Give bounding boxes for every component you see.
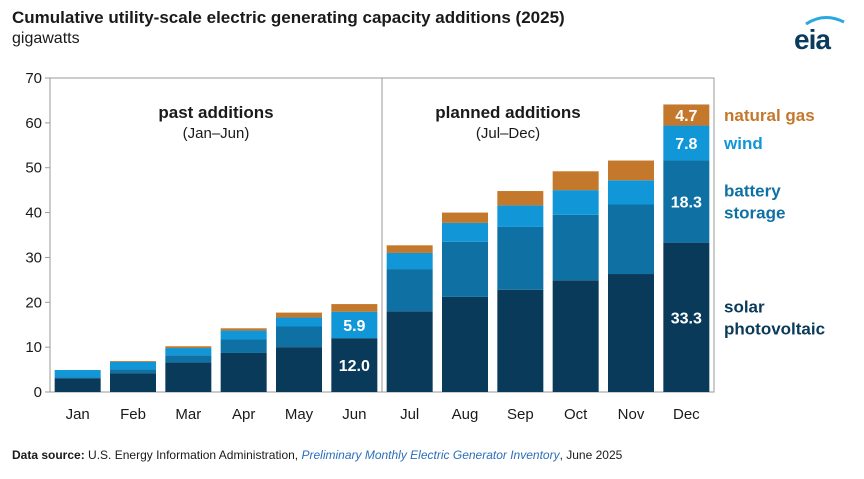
x-tick-label: Nov xyxy=(618,406,645,423)
bar-segment-wind-mar xyxy=(165,348,212,356)
bar-segment-wind-feb xyxy=(110,361,156,370)
legend-label-solar: photovoltaic xyxy=(724,319,825,338)
bar-segment-gas-mar xyxy=(165,346,212,349)
bar-segment-solar-jan xyxy=(54,378,101,392)
eia-logo: eia xyxy=(794,14,846,55)
y-tick-label: 60 xyxy=(25,115,42,132)
bar-segment-wind-jun xyxy=(331,311,378,339)
bar-segment-gas-aug xyxy=(442,212,488,223)
bar-segment-wind-jan xyxy=(54,370,101,378)
y-tick-label: 40 xyxy=(25,205,42,222)
logo-text: eia xyxy=(794,24,831,55)
y-tick-label: 10 xyxy=(25,339,42,356)
bar-segment-solar-oct xyxy=(552,280,599,392)
bar-segment-solar-aug xyxy=(442,296,488,392)
bar-segment-gas-sep xyxy=(497,191,544,206)
legend-label-wind: wind xyxy=(723,134,763,153)
x-tick-label: Jun xyxy=(342,406,366,423)
bar-segment-solar-sep xyxy=(497,289,544,392)
bar-segment-gas-may xyxy=(276,312,322,318)
annotation-title: past additions xyxy=(158,103,273,122)
legend-label-battery: storage xyxy=(724,204,785,223)
legend-label-gas: natural gas xyxy=(724,106,815,125)
bar-segment-battery-jul xyxy=(386,269,433,312)
x-tick-label: Sep xyxy=(507,406,534,423)
bar-segment-solar-nov xyxy=(608,274,654,392)
x-tick-label: May xyxy=(285,406,314,423)
bar-segment-gas-jun xyxy=(331,304,378,312)
y-tick-label: 30 xyxy=(25,249,42,266)
bar-segment-battery-oct xyxy=(552,214,599,281)
data-source: Data source: U.S. Energy Information Adm… xyxy=(12,448,622,462)
x-tick-label: Mar xyxy=(175,406,201,423)
bar-segment-wind-may xyxy=(276,317,322,327)
bar-segment-gas-apr xyxy=(220,328,267,331)
y-tick-label: 50 xyxy=(25,160,42,177)
bar-segment-solar-jul xyxy=(386,311,433,392)
bar-segment-battery-nov xyxy=(608,204,654,275)
bar-segment-solar-feb xyxy=(110,373,156,392)
bar-value-label: 5.9 xyxy=(343,318,365,335)
annotation-subtitle: (Jul–Dec) xyxy=(476,125,540,142)
annotation-subtitle: (Jan–Jun) xyxy=(183,125,250,142)
x-tick-label: Dec xyxy=(673,406,700,423)
bar-segment-wind-sep xyxy=(497,205,544,227)
source-label: Data source: xyxy=(12,448,85,462)
legend-label-solar: solar xyxy=(724,297,765,316)
bar-segment-wind-jul xyxy=(386,252,433,270)
bar-segment-solar-mar xyxy=(165,362,212,392)
x-tick-label: Apr xyxy=(232,406,255,423)
bar-value-label: 4.7 xyxy=(675,108,697,125)
bar-segment-battery-mar xyxy=(165,355,212,363)
y-tick-label: 0 xyxy=(34,384,42,401)
bar-value-label: 7.8 xyxy=(675,136,697,153)
chart-subtitle: gigawatts xyxy=(12,30,80,47)
bar-segment-gas-dec xyxy=(663,104,710,126)
y-tick-label: 70 xyxy=(25,70,42,87)
source-text-1: U.S. Energy Information Administration, xyxy=(88,448,299,462)
bar-segment-wind-aug xyxy=(442,222,488,242)
bar-segment-gas-feb xyxy=(110,361,156,362)
bar-value-label: 18.3 xyxy=(671,195,702,212)
stacked-bar-chart: 0 10 20 30 40 50 60 70 Jan Feb Mar Apr May Jun Jul Aug S… xyxy=(25,70,825,423)
bar-segment-solar-may xyxy=(276,347,322,392)
bar-segment-gas-jul xyxy=(386,245,433,253)
bar-value-label: 33.3 xyxy=(671,310,702,327)
bar-segment-battery-aug xyxy=(442,241,488,297)
x-tick-label: Oct xyxy=(564,406,588,423)
y-tick-label: 20 xyxy=(25,294,42,311)
bar-segment-solar-apr xyxy=(220,352,267,392)
bar-segment-battery-may xyxy=(276,326,322,348)
bar-segment-wind-nov xyxy=(608,180,654,205)
x-tick-label: Aug xyxy=(452,406,479,423)
bar-segment-solar-jun xyxy=(331,338,378,392)
bar-value-label: 12.0 xyxy=(339,358,370,375)
logo-swoosh-icon xyxy=(805,16,845,26)
x-tick-label: Feb xyxy=(120,406,146,423)
legend-label-battery: battery xyxy=(724,182,781,201)
source-link[interactable]: Preliminary Monthly Electric Generator I… xyxy=(301,448,560,462)
bar-segment-gas-oct xyxy=(552,171,599,191)
bar-segment-wind-apr xyxy=(220,330,267,340)
chart-title: Cumulative utility-scale electric genera… xyxy=(12,8,565,27)
bar-segment-battery-dec xyxy=(663,160,710,243)
bar-segment-battery-sep xyxy=(497,226,544,290)
bar-segment-battery-apr xyxy=(220,339,267,353)
bar-segment-wind-dec xyxy=(663,125,710,161)
annotation-title: planned additions xyxy=(435,103,580,122)
bar-segment-battery-feb xyxy=(110,369,156,374)
x-tick-label: Jan xyxy=(66,406,90,423)
source-text-2: , June 2025 xyxy=(559,448,623,462)
bar-segment-wind-oct xyxy=(552,190,599,215)
x-tick-label: Jul xyxy=(400,406,419,423)
bar-segment-gas-nov xyxy=(608,160,654,181)
bar-segment-battery-jan xyxy=(54,377,101,379)
bar-segment-solar-dec xyxy=(663,242,710,392)
